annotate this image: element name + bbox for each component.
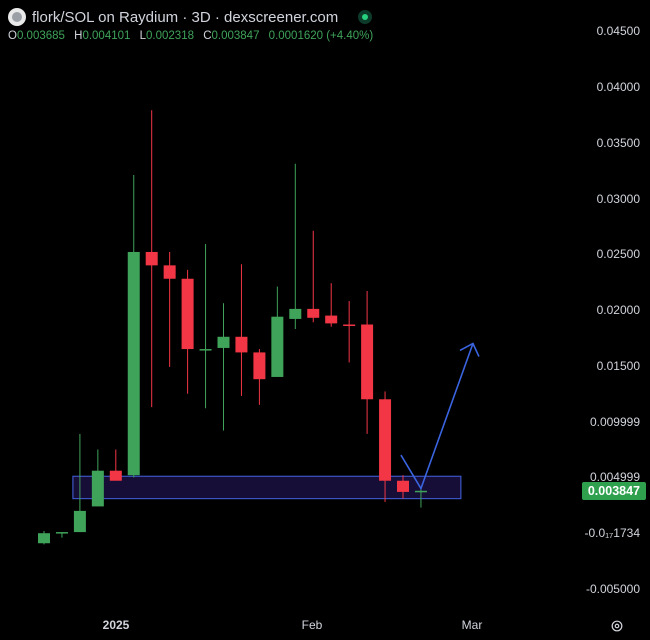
low-value: 0.002318 bbox=[146, 30, 194, 42]
candle-body[interactable] bbox=[414, 490, 427, 493]
y-tick-label: 0.004999 bbox=[589, 470, 640, 484]
x-tick-label: Mar bbox=[461, 618, 483, 632]
open-value: 0.003685 bbox=[16, 30, 65, 42]
y-tick-label: 0.02500 bbox=[596, 247, 640, 261]
candle-body[interactable] bbox=[253, 352, 266, 380]
candle-body[interactable] bbox=[38, 533, 50, 544]
candle-body[interactable] bbox=[73, 510, 86, 533]
candle-body[interactable] bbox=[109, 470, 122, 481]
x-tick-label: Feb bbox=[301, 618, 323, 632]
candle-body[interactable] bbox=[379, 399, 392, 481]
candle-body[interactable] bbox=[163, 265, 176, 279]
candle-body[interactable] bbox=[199, 349, 212, 351]
y-tick-label: -0.0₁₇1734 bbox=[584, 526, 640, 540]
support-zone[interactable] bbox=[72, 475, 462, 500]
candle-body[interactable] bbox=[343, 324, 356, 327]
candle-body[interactable] bbox=[271, 316, 284, 377]
candle-body[interactable] bbox=[307, 308, 320, 318]
current-price-tag: 0.003847 bbox=[581, 482, 646, 500]
token-logo-icon bbox=[8, 8, 26, 26]
candle-body[interactable] bbox=[361, 324, 374, 400]
y-tick-label: 0.009999 bbox=[589, 415, 640, 429]
settings-gear-icon[interactable] bbox=[610, 619, 624, 633]
candle-body[interactable] bbox=[127, 251, 140, 476]
candle-body[interactable] bbox=[145, 251, 158, 266]
y-tick-label: 0.03500 bbox=[596, 136, 640, 150]
candle-body[interactable] bbox=[397, 480, 409, 492]
projection-arrow-head bbox=[459, 342, 480, 357]
chart-header: flork/SOL on Raydium · 3D · dexscreener.… bbox=[8, 8, 379, 42]
candle-body[interactable] bbox=[181, 278, 194, 350]
y-tick-label: 0.01500 bbox=[596, 359, 640, 373]
y-tick-label: 0.03000 bbox=[596, 192, 640, 206]
candle-body[interactable] bbox=[289, 308, 302, 319]
y-tick-label: 0.04500 bbox=[596, 24, 640, 38]
close-value: 0.003847 bbox=[211, 30, 260, 42]
y-tick-label: 0.02000 bbox=[596, 303, 640, 317]
change-value: 0.0001620 (+4.40%) bbox=[268, 30, 374, 42]
y-tick-label: -0.005000 bbox=[585, 582, 640, 596]
ohlc-readout: O0.003685 H0.004101 L0.002318 C0.003847 … bbox=[8, 30, 374, 42]
chart-title: flork/SOL on Raydium · 3D · dexscreener.… bbox=[32, 8, 339, 26]
x-tick-label: 2025 bbox=[102, 618, 130, 632]
candles-group bbox=[38, 110, 427, 545]
candle-body[interactable] bbox=[217, 336, 230, 348]
candle-body[interactable] bbox=[235, 336, 248, 353]
high-value: 0.004101 bbox=[82, 30, 131, 42]
live-status-icon[interactable] bbox=[358, 10, 373, 24]
candle-body[interactable] bbox=[325, 315, 338, 324]
candle-body[interactable] bbox=[55, 532, 68, 534]
candle-body[interactable] bbox=[91, 470, 104, 507]
projection-arrow[interactable] bbox=[400, 343, 474, 491]
y-tick-label: 0.04000 bbox=[596, 80, 640, 94]
